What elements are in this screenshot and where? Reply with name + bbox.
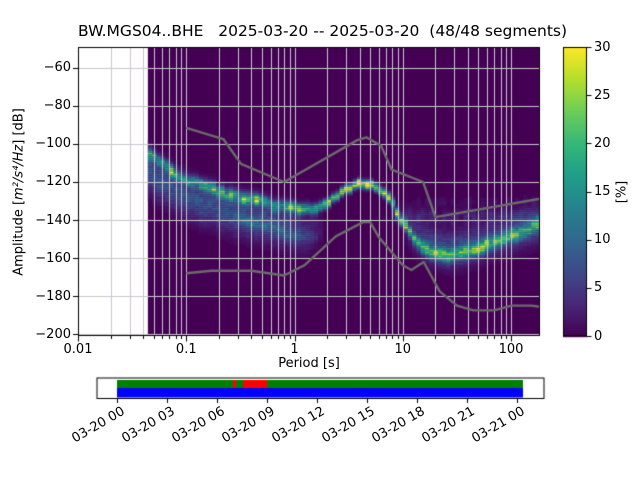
colorbar-tick-label: 0 (594, 328, 603, 344)
y-tick-label: −200 (35, 326, 71, 342)
colorbar-tick-label: 15 (594, 184, 611, 199)
colorbar-tick-label: 5 (594, 280, 603, 296)
y-tick-label: −100 (35, 136, 71, 152)
x-tick-label: 1 (290, 342, 299, 357)
y-tick-label: −140 (35, 212, 71, 228)
x-tick-label: 100 (498, 342, 524, 357)
colorbar-tick-label: 25 (594, 87, 611, 103)
x-axis-label: Period [s] (278, 356, 340, 371)
x-tick-label: 10 (394, 342, 412, 357)
colorbar-tick-label: 20 (594, 135, 611, 151)
y-tick-label: −80 (43, 98, 71, 114)
x-tick-label: 0.1 (175, 342, 197, 357)
colorbar-tick-label: 30 (594, 39, 611, 55)
colorbar-tick-label: 10 (594, 232, 611, 248)
y-tick-label: −60 (43, 60, 71, 76)
y-axis-label-math: m²/s⁴/Hz (11, 144, 27, 200)
x-tick-label: 0.01 (63, 342, 93, 357)
y-tick-label: −180 (35, 288, 71, 304)
y-tick-label: −120 (35, 174, 71, 190)
figure-title: BW.MGS04..BHE 2025-03-20 -- 2025-03-20 (… (78, 22, 568, 40)
y-tick-label: −160 (35, 250, 71, 266)
